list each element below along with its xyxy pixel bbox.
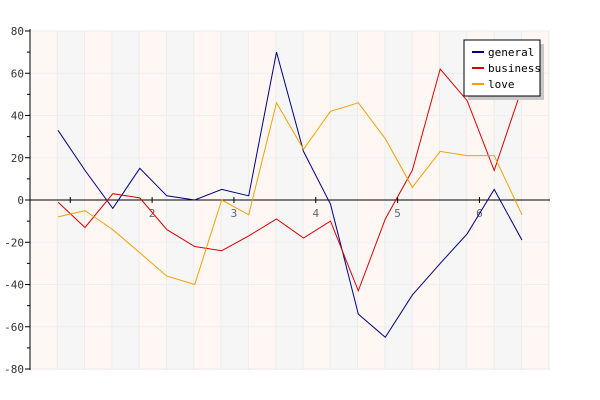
legend-label-business: business xyxy=(488,62,541,75)
series-line-love xyxy=(57,101,523,286)
y-tick-label: 0 xyxy=(17,194,24,207)
y-tick-label: -60 xyxy=(4,321,24,334)
series-lines xyxy=(57,51,523,339)
series-line-general xyxy=(57,51,523,339)
y-tick-label: -20 xyxy=(4,236,24,249)
y-tick-label: -80 xyxy=(4,363,24,376)
legend-label-love: love xyxy=(488,78,515,91)
x-tick-label: 3 xyxy=(231,207,238,220)
y-axis-ticks: -80 -60 -40 -20 0 20 40 60 80 xyxy=(4,25,30,376)
y-tick-label: 20 xyxy=(11,152,24,165)
x-tick-label: 4 xyxy=(312,207,319,220)
series-line-business xyxy=(57,67,523,293)
legend: general business love xyxy=(463,39,544,100)
legend-label-general: general xyxy=(488,46,534,59)
y-tick-label: 40 xyxy=(11,110,24,123)
x-tick-label: 2 xyxy=(149,207,156,220)
y-tick-label: 80 xyxy=(11,25,24,38)
y-tick-label: 60 xyxy=(11,67,24,80)
x-tick-label: 5 xyxy=(394,207,401,220)
y-tick-label: -40 xyxy=(4,279,24,292)
